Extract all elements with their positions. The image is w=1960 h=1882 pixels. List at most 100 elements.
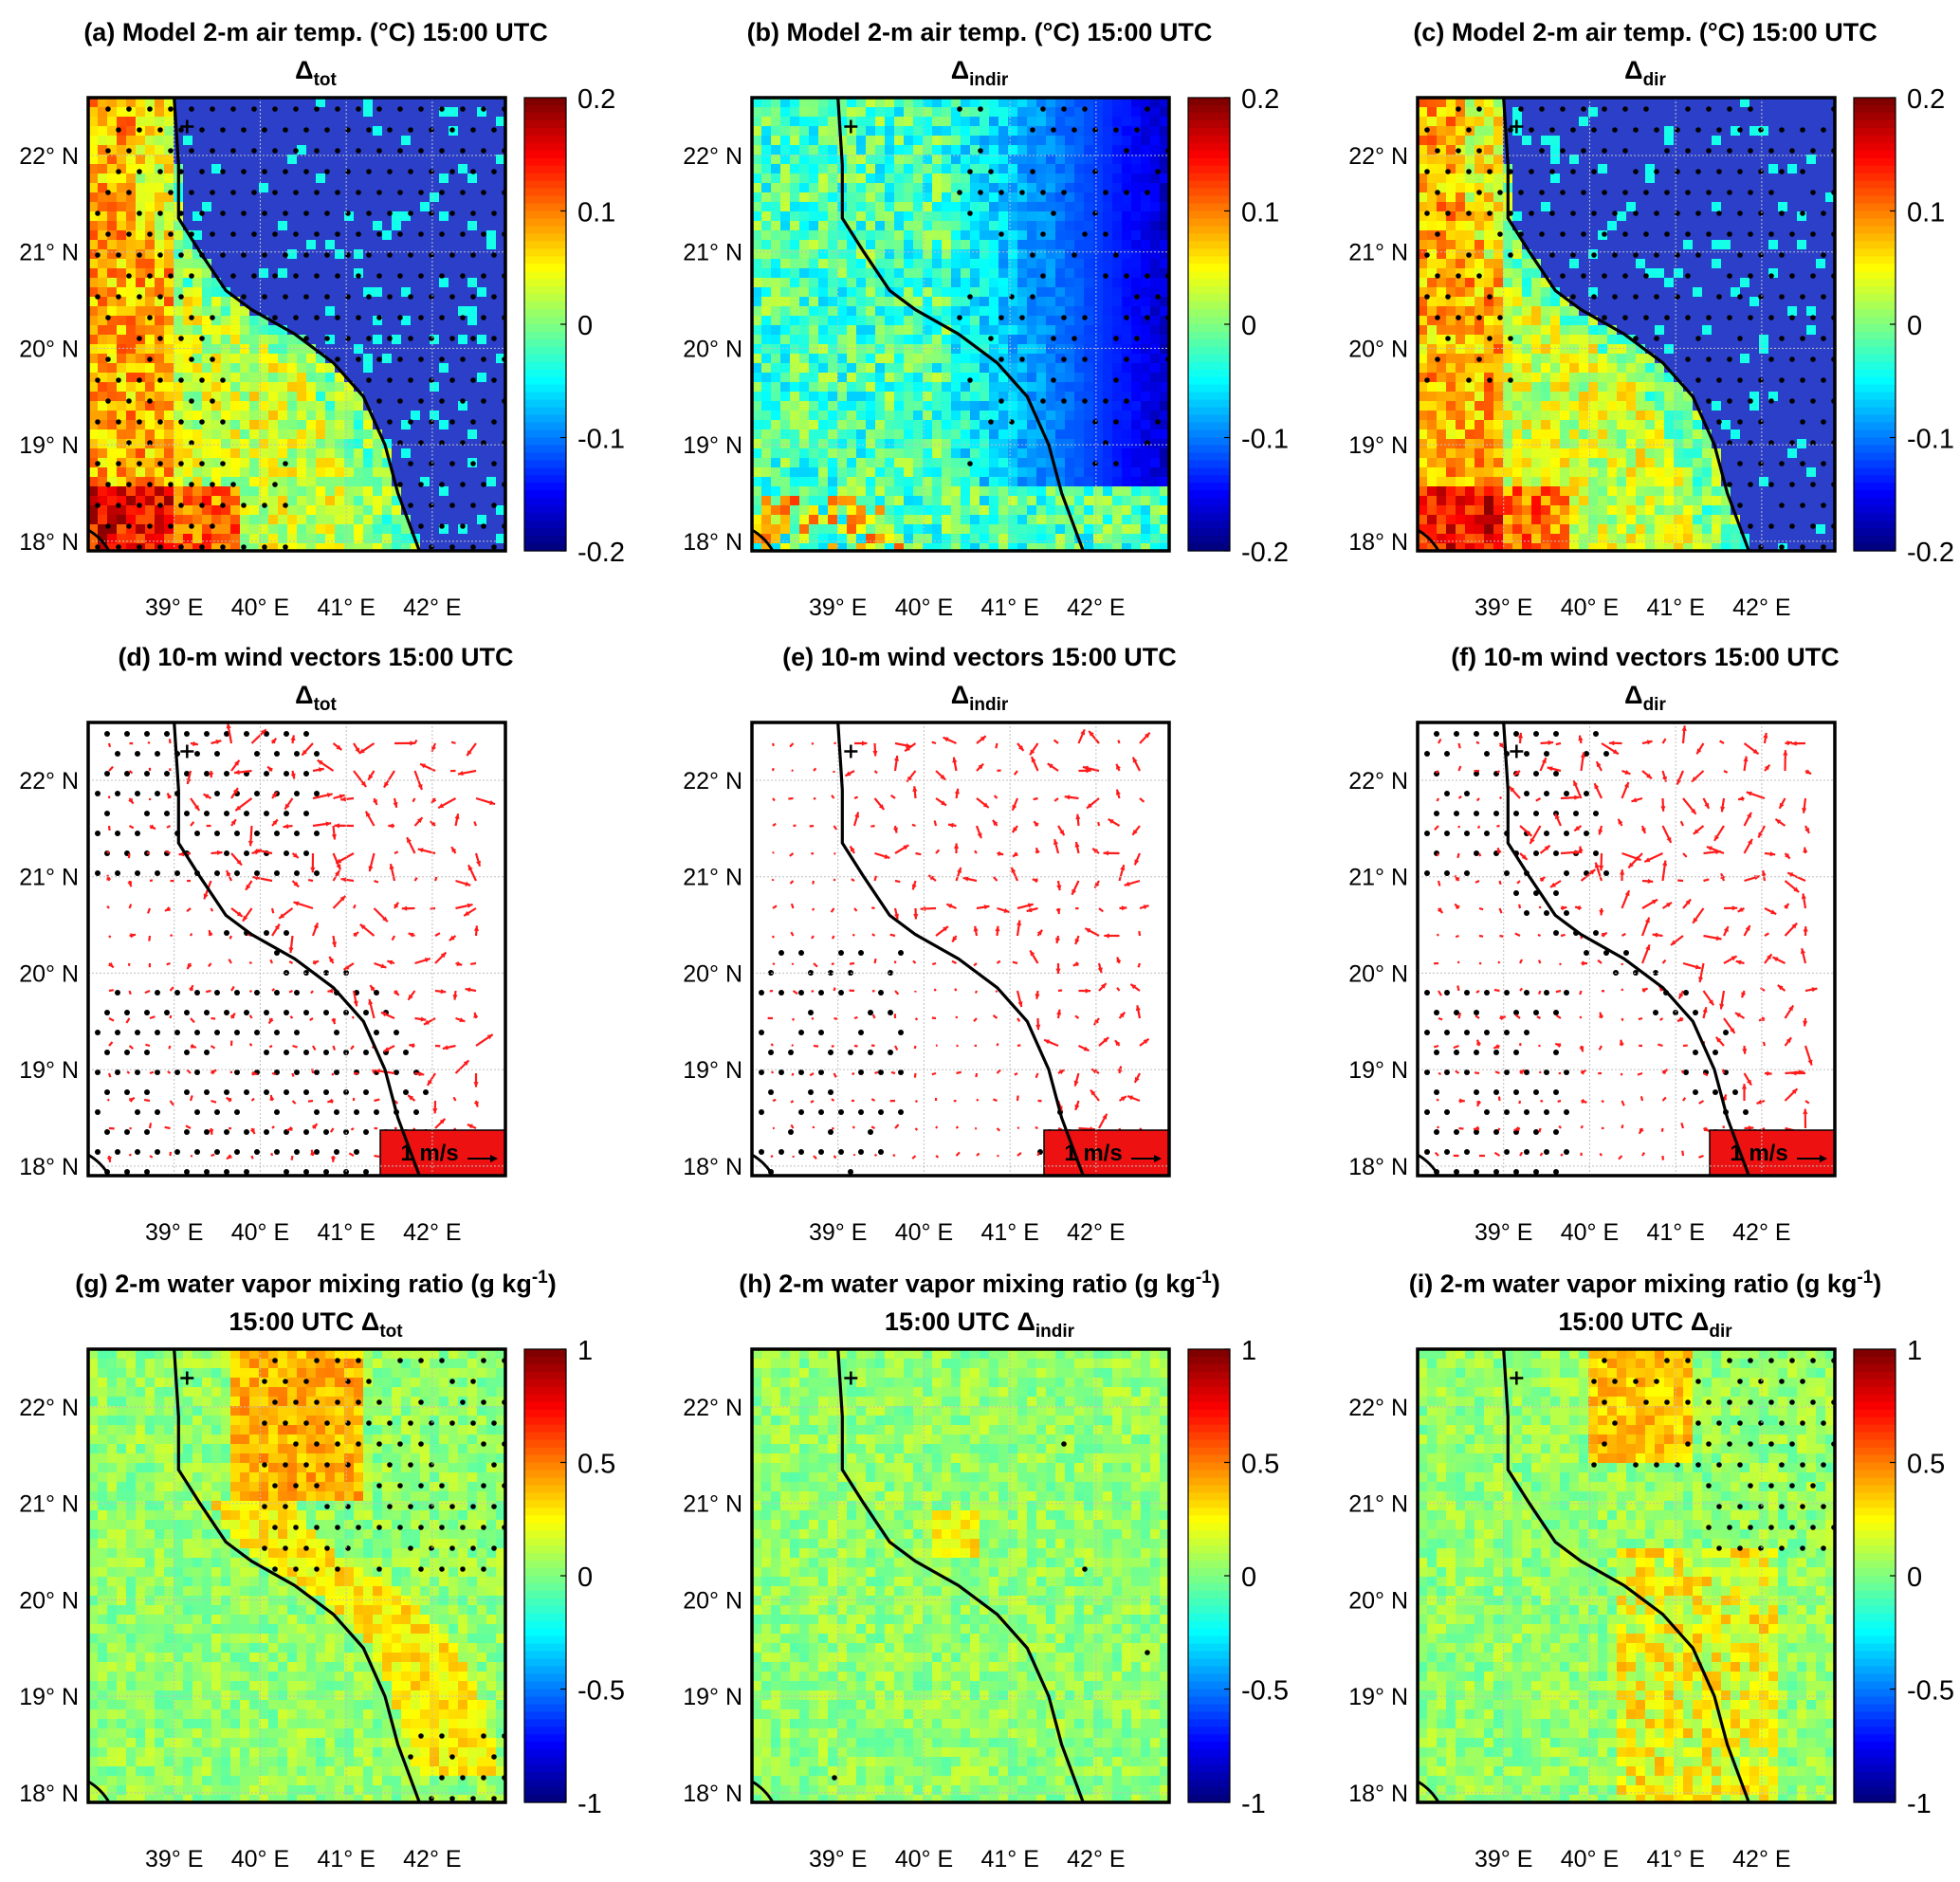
field-cell bbox=[837, 363, 848, 374]
significance-dot bbox=[137, 210, 142, 216]
field-cell bbox=[942, 259, 952, 269]
field-cell bbox=[1141, 420, 1151, 430]
field-cell bbox=[856, 411, 867, 421]
field-cell bbox=[107, 363, 118, 374]
field-cell bbox=[136, 325, 146, 336]
field-cell bbox=[230, 192, 241, 203]
field-cell bbox=[126, 126, 137, 137]
field-cell bbox=[1456, 126, 1466, 137]
field-cell bbox=[1103, 411, 1113, 421]
field-cell bbox=[297, 477, 307, 487]
field-cell bbox=[752, 496, 762, 506]
field-cell bbox=[847, 534, 857, 544]
field-cell bbox=[420, 155, 430, 165]
field-cell bbox=[837, 524, 848, 535]
field-cell bbox=[164, 534, 174, 544]
field-cell bbox=[799, 202, 810, 212]
field-cell bbox=[961, 439, 971, 449]
field-cell bbox=[183, 268, 193, 279]
field-cell bbox=[211, 249, 222, 260]
field-cell bbox=[486, 335, 497, 345]
field-cell bbox=[373, 164, 383, 174]
field-cell bbox=[325, 98, 336, 108]
field-cell bbox=[174, 534, 184, 544]
field-cell bbox=[818, 155, 829, 165]
field-cell bbox=[354, 98, 364, 108]
field-cell bbox=[449, 221, 459, 231]
field-cell bbox=[799, 316, 810, 326]
field-cell bbox=[799, 382, 810, 393]
field-cell bbox=[837, 98, 848, 108]
field-cell bbox=[458, 373, 468, 383]
field-cell bbox=[354, 306, 364, 317]
colorbar-band bbox=[1188, 452, 1230, 461]
field-cell bbox=[1055, 354, 1066, 364]
field-cell bbox=[458, 392, 468, 402]
field-cell bbox=[847, 98, 857, 108]
field-cell bbox=[1065, 458, 1075, 468]
field-cell bbox=[344, 98, 355, 108]
field-cell bbox=[1065, 259, 1075, 269]
field-cell bbox=[164, 202, 174, 212]
field-cell bbox=[126, 392, 137, 402]
field-cell bbox=[932, 155, 943, 165]
field-cell bbox=[430, 126, 440, 137]
field-cell bbox=[1131, 429, 1142, 440]
field-cell bbox=[297, 297, 307, 307]
field-cell bbox=[828, 183, 838, 193]
field-cell bbox=[458, 429, 468, 440]
field-cell bbox=[837, 259, 848, 269]
field-cell bbox=[467, 174, 478, 184]
field-cell bbox=[449, 145, 459, 155]
significance-dot bbox=[324, 210, 330, 216]
field-cell bbox=[904, 515, 914, 525]
field-cell bbox=[98, 448, 108, 459]
field-cell bbox=[401, 335, 412, 345]
field-cell bbox=[1131, 344, 1142, 355]
significance-dot bbox=[460, 440, 466, 446]
field-cell bbox=[363, 145, 374, 155]
field-cell bbox=[1084, 392, 1094, 402]
field-cell bbox=[240, 136, 250, 146]
field-cell bbox=[411, 486, 421, 497]
field-cell bbox=[1160, 183, 1169, 193]
field-cell bbox=[325, 373, 336, 383]
field-cell bbox=[88, 316, 99, 326]
field-cell bbox=[1074, 240, 1085, 250]
field-cell bbox=[202, 439, 212, 449]
field-cell bbox=[828, 155, 838, 165]
field-cell bbox=[155, 486, 165, 497]
field-cell bbox=[136, 496, 146, 506]
field-cell bbox=[1112, 174, 1123, 184]
field-cell bbox=[458, 411, 468, 421]
field-cell bbox=[98, 202, 108, 212]
field-cell bbox=[230, 401, 241, 411]
field-cell bbox=[1008, 174, 1018, 184]
field-cell bbox=[202, 164, 212, 174]
significance-dot bbox=[210, 231, 215, 237]
field-cell bbox=[411, 411, 421, 421]
field-cell bbox=[1150, 325, 1161, 336]
field-cell bbox=[951, 164, 962, 174]
significance-dot bbox=[220, 544, 226, 550]
field-cell bbox=[373, 401, 383, 411]
field-cell bbox=[1768, 107, 1779, 118]
field-cell bbox=[970, 429, 980, 440]
field-cell bbox=[809, 335, 819, 345]
field-cell bbox=[1008, 240, 1018, 250]
field-cell bbox=[240, 401, 250, 411]
field-cell bbox=[828, 145, 838, 155]
field-cell bbox=[809, 259, 819, 269]
field-cell bbox=[923, 249, 933, 260]
field-cell bbox=[771, 192, 781, 203]
field-cell bbox=[420, 439, 430, 449]
field-cell bbox=[449, 363, 459, 374]
field-cell bbox=[1065, 392, 1075, 402]
field-cell bbox=[1550, 107, 1561, 118]
field-cell bbox=[382, 354, 393, 364]
field-cell bbox=[837, 373, 848, 383]
field-cell bbox=[496, 401, 505, 411]
field-cell bbox=[98, 221, 108, 231]
field-cell bbox=[496, 278, 505, 288]
field-cell bbox=[1036, 192, 1047, 203]
